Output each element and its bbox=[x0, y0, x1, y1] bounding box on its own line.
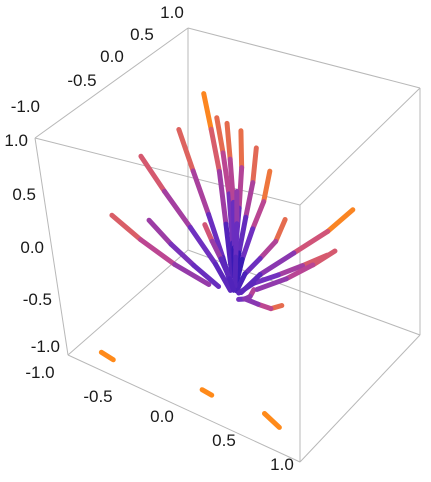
tick-label: 0.5 bbox=[212, 431, 236, 450]
streamline-segment bbox=[242, 296, 261, 307]
streamline-segment bbox=[238, 272, 263, 296]
streamline-segment bbox=[232, 254, 239, 289]
streamline-segment bbox=[273, 217, 288, 244]
tick-label: -0.5 bbox=[23, 290, 52, 309]
streamline-segment bbox=[224, 120, 233, 162]
tick-label: 0.5 bbox=[130, 25, 154, 44]
streamline-segment bbox=[190, 168, 212, 217]
streamline-segment bbox=[214, 115, 226, 156]
streamline-segment bbox=[161, 188, 193, 230]
tick-label: 0.0 bbox=[20, 238, 44, 257]
streamlines bbox=[109, 91, 356, 312]
streamline-segment bbox=[234, 271, 248, 294]
tick-label: -1.0 bbox=[25, 363, 54, 382]
streamline-segment bbox=[223, 221, 235, 279]
streamline-segment bbox=[325, 207, 356, 234]
streamline-segment bbox=[310, 248, 338, 268]
streamline-segment bbox=[243, 180, 256, 220]
streamline-segment bbox=[236, 165, 245, 211]
streamline-segment bbox=[146, 217, 174, 247]
streamline-segment bbox=[242, 255, 263, 277]
tick-label: 0.0 bbox=[150, 407, 174, 426]
tick-label: 0.5 bbox=[12, 185, 36, 204]
stream-fragment-segment bbox=[199, 387, 215, 398]
streamline-segment bbox=[261, 168, 273, 205]
streamline-segment bbox=[201, 91, 214, 132]
streamline-segment bbox=[168, 241, 197, 268]
streamline-segment bbox=[250, 145, 259, 186]
streamline-segment bbox=[251, 272, 281, 286]
tick-labels-left-vertical: 1.0 0.5 0.0 -0.5 -1.0 bbox=[4, 131, 60, 356]
streamline-segment bbox=[218, 256, 233, 282]
streamline-segment bbox=[209, 238, 224, 262]
streamline-segment bbox=[257, 238, 279, 261]
streamline-segment bbox=[208, 126, 222, 174]
streamline-segment bbox=[172, 261, 212, 287]
box-edge-front-bottom bbox=[67, 354, 301, 463]
tick-label: 1.0 bbox=[160, 3, 184, 22]
streamline-segment bbox=[275, 263, 306, 278]
plot-box bbox=[34, 27, 421, 463]
streamline-segment bbox=[257, 250, 297, 278]
tick-label: 1.0 bbox=[270, 455, 294, 474]
streamline-segment bbox=[254, 276, 289, 292]
tick-labels-bottom-front: -1.0 -0.5 0.0 0.5 1.0 bbox=[25, 363, 293, 474]
streamline-segment bbox=[220, 150, 232, 197]
streamline-segment bbox=[250, 199, 267, 232]
tick-labels-back-top: 1.0 0.5 0.0 -0.5 -1.0 bbox=[11, 3, 184, 116]
tick-label: -1.0 bbox=[31, 337, 60, 356]
tick-label: 1.0 bbox=[4, 131, 28, 150]
streamline-segment bbox=[233, 221, 240, 260]
stream-fragment-segment bbox=[98, 349, 116, 363]
streamline-segment bbox=[187, 224, 218, 267]
streamline-segment bbox=[236, 214, 249, 256]
tick-label: -0.5 bbox=[67, 71, 96, 90]
box-edge-back-top bbox=[187, 27, 421, 89]
box-edge-bottom-right bbox=[299, 334, 421, 463]
tick-label: 0.0 bbox=[100, 47, 124, 66]
streamline-segment bbox=[227, 156, 236, 205]
streamline-segment bbox=[212, 261, 233, 293]
stream-fragment-segment bbox=[261, 410, 282, 430]
tick-label: -0.5 bbox=[83, 387, 112, 406]
box-edge-front-top bbox=[34, 137, 301, 206]
tick-label: -1.0 bbox=[11, 97, 40, 116]
stream-fragments bbox=[98, 349, 282, 430]
streamline-segment bbox=[138, 153, 167, 194]
streamline-segment bbox=[176, 126, 196, 174]
streamline-segment bbox=[216, 168, 229, 227]
box-edge-front-top-right bbox=[299, 87, 421, 206]
streamline-segment bbox=[238, 128, 245, 171]
box-edge-top-left bbox=[34, 27, 189, 139]
streamline-segment bbox=[191, 262, 222, 290]
streamline-segment bbox=[283, 262, 316, 282]
box-edge-bottom-left bbox=[67, 249, 189, 356]
streamline-segment bbox=[227, 276, 237, 293]
streamline-segment bbox=[239, 226, 256, 262]
streamline-segment bbox=[138, 237, 178, 267]
streamline-segment bbox=[206, 211, 226, 261]
streamline-segment bbox=[202, 222, 215, 244]
streamline-segment bbox=[109, 212, 144, 243]
box-edge-left-vertical bbox=[34, 137, 69, 356]
streamline-segment bbox=[291, 228, 331, 256]
